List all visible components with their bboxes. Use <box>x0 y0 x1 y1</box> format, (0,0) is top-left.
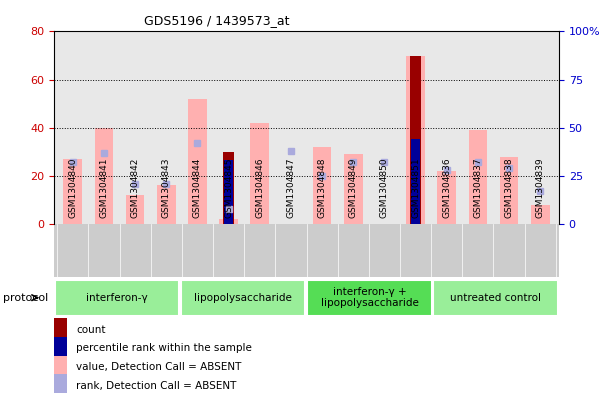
FancyBboxPatch shape <box>307 280 432 316</box>
Bar <box>313 147 331 224</box>
Text: lipopolysaccharide: lipopolysaccharide <box>195 293 292 303</box>
FancyBboxPatch shape <box>55 280 179 316</box>
Bar <box>411 139 420 224</box>
Bar <box>224 160 233 224</box>
Bar <box>157 185 175 224</box>
Bar <box>54 374 67 393</box>
Bar <box>54 356 67 378</box>
Text: rank, Detection Call = ABSENT: rank, Detection Call = ABSENT <box>76 380 237 391</box>
Text: percentile rank within the sample: percentile rank within the sample <box>76 343 252 353</box>
Bar <box>469 130 487 224</box>
Text: interferon-γ +
lipopolysaccharide: interferon-γ + lipopolysaccharide <box>321 287 418 309</box>
Bar <box>54 318 67 341</box>
Text: GDS5196 / 1439573_at: GDS5196 / 1439573_at <box>144 14 289 27</box>
Bar <box>438 171 456 224</box>
Bar <box>64 159 82 224</box>
Text: value, Detection Call = ABSENT: value, Detection Call = ABSENT <box>76 362 242 372</box>
Text: count: count <box>76 325 106 334</box>
Bar <box>251 123 269 224</box>
Text: protocol: protocol <box>3 293 48 303</box>
Bar <box>344 154 362 224</box>
Bar <box>531 205 549 224</box>
Bar <box>54 337 67 359</box>
Text: untreated control: untreated control <box>450 293 542 303</box>
Bar <box>126 195 144 224</box>
Bar <box>499 156 519 224</box>
FancyBboxPatch shape <box>181 280 305 316</box>
Bar <box>219 219 238 224</box>
Bar <box>94 128 114 224</box>
Bar <box>406 55 425 224</box>
Bar <box>223 152 234 224</box>
Bar <box>410 55 421 224</box>
Bar <box>188 99 207 224</box>
FancyBboxPatch shape <box>433 280 558 316</box>
Text: interferon-γ: interferon-γ <box>87 293 148 303</box>
